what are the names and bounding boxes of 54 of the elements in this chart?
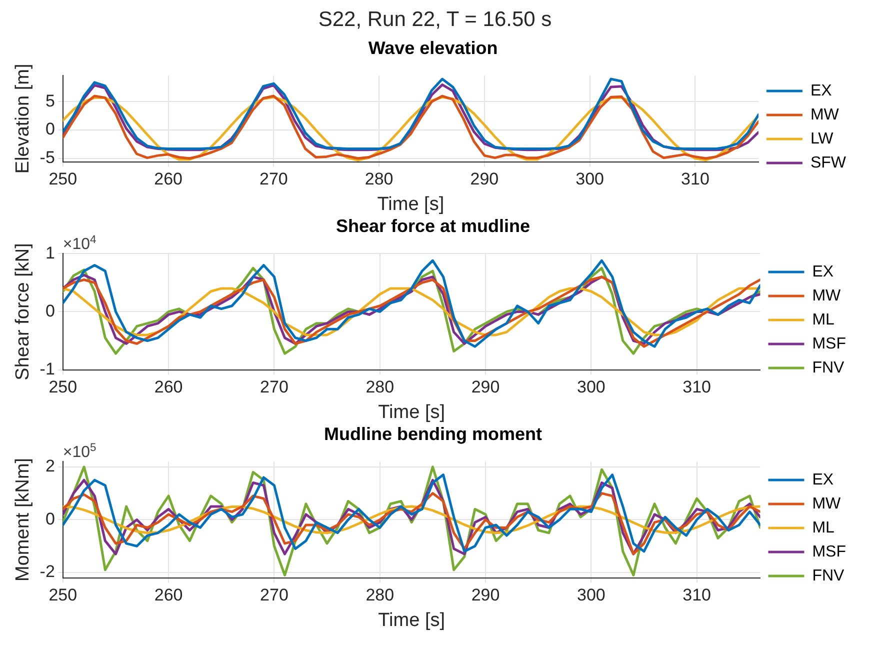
x-axis-title: Time [s] xyxy=(378,610,445,631)
y-tick-label: 0 xyxy=(45,120,55,139)
x-tick-label: 250 xyxy=(48,378,78,397)
y-tick-label: -1 xyxy=(40,359,55,378)
y-tick-label: -2 xyxy=(40,562,55,582)
legend-label: ML xyxy=(812,519,835,536)
y-axis-title: Elevation [m] xyxy=(12,64,34,174)
x-tick-label: 250 xyxy=(48,170,78,189)
x-tick-label: 280 xyxy=(364,170,394,189)
y-tick-label: 5 xyxy=(45,91,55,110)
legend-label: MW xyxy=(812,287,842,304)
legend-label: FNV xyxy=(812,567,845,584)
x-tick-label: 290 xyxy=(470,170,499,189)
x-tick-label: 270 xyxy=(260,378,288,397)
x-tick-label: 250 xyxy=(48,586,78,605)
x-axis-title: Time [s] xyxy=(377,194,444,215)
x-tick-label: 300 xyxy=(576,378,606,397)
x-tick-label: 310 xyxy=(681,170,710,189)
legend-label: MSF xyxy=(812,543,846,560)
x-tick-label: 260 xyxy=(154,378,183,397)
chart-title: S22, Run 22, T = 16.50 s xyxy=(317,8,553,33)
legend-label: MW xyxy=(810,106,840,124)
x-axis-title: Time [s] xyxy=(378,402,445,423)
x-tick-label: 260 xyxy=(154,586,183,605)
legend-label: MSF xyxy=(812,335,846,352)
chart-title: Mudline bending moment xyxy=(324,424,542,444)
legend-label: EX xyxy=(812,471,834,488)
chart-title: Shear force at mudline xyxy=(336,216,530,236)
y-tick-label: 1 xyxy=(45,243,55,262)
x-tick-label: 290 xyxy=(471,378,500,397)
x-tick-label: 270 xyxy=(259,170,288,189)
legend-label: FNV xyxy=(812,359,845,376)
x-tick-label: 310 xyxy=(682,586,712,605)
x-tick-label: 260 xyxy=(154,170,182,189)
y-tick-label: 0 xyxy=(45,509,55,528)
x-tick-label: 300 xyxy=(576,586,606,605)
x-tick-label: 280 xyxy=(366,586,394,605)
y-axis-title: Shear force [kN] xyxy=(12,243,34,380)
x-tick-label: 300 xyxy=(576,170,604,189)
legend-label: ML xyxy=(812,311,835,328)
y-tick-label: -5 xyxy=(40,148,55,168)
legend-label: LW xyxy=(810,130,834,148)
y-tick-label: 0 xyxy=(45,301,55,320)
y-axis-title: Moment [kNm] xyxy=(12,458,34,582)
x-tick-label: 280 xyxy=(366,378,394,397)
chart-subtitle: Wave elevation xyxy=(368,38,498,58)
x-tick-label: 290 xyxy=(471,586,500,605)
legend-label: EX xyxy=(810,82,832,100)
x-tick-label: 270 xyxy=(260,586,288,605)
y-tick-label: 2 xyxy=(45,456,55,476)
x-tick-label: 310 xyxy=(682,378,712,397)
legend-label: EX xyxy=(812,263,834,280)
legend-label: SFW xyxy=(810,154,847,172)
legend-label: MW xyxy=(812,495,842,512)
